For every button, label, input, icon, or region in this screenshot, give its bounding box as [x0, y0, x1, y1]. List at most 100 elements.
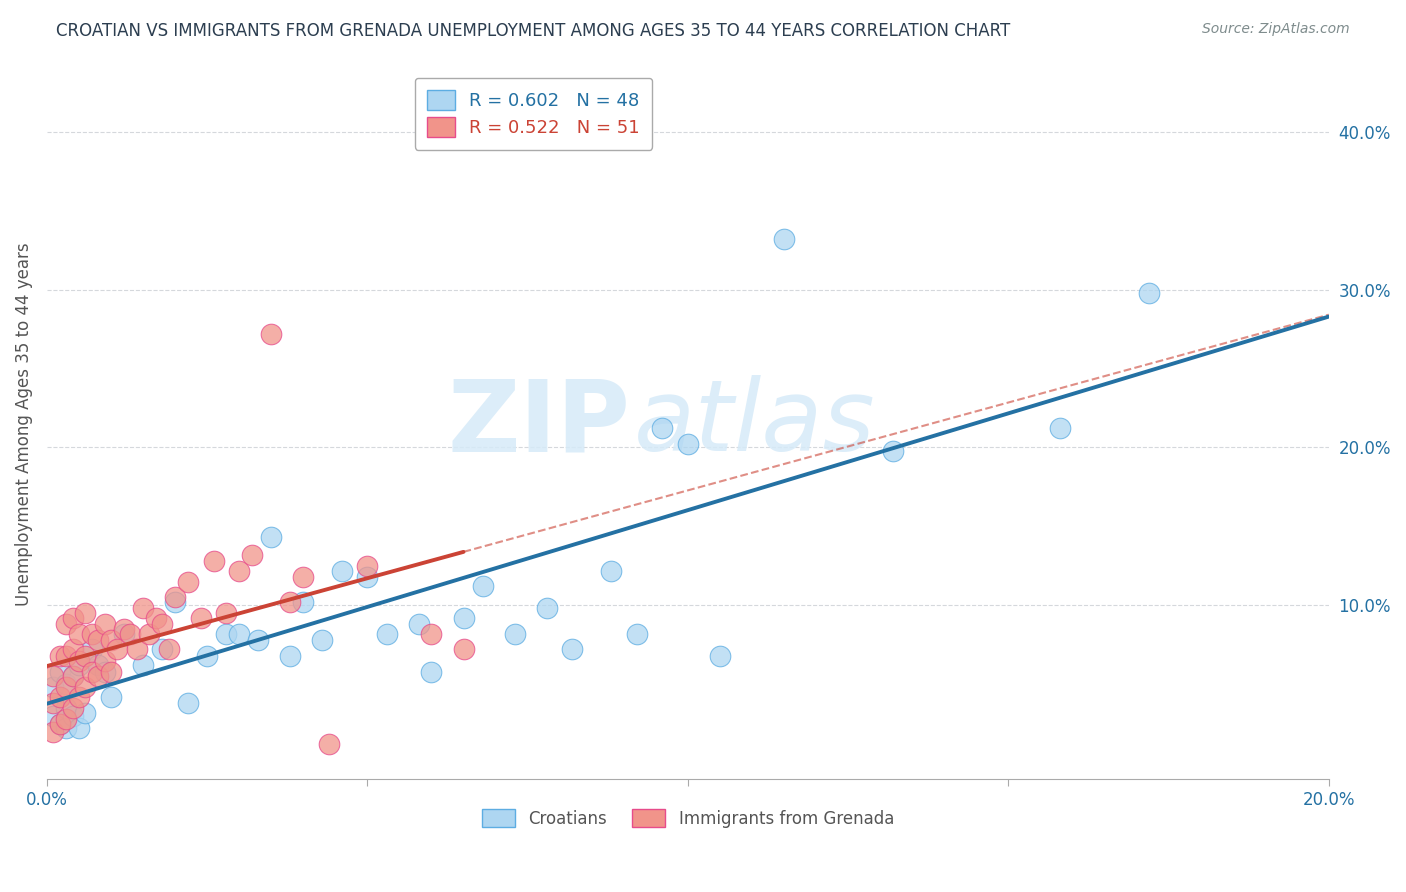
Point	[773, 232, 796, 246]
Point	[80, 665, 103, 679]
Point	[195, 648, 218, 663]
Point	[62, 642, 84, 657]
Point	[157, 642, 180, 657]
Point	[75, 681, 97, 695]
Point	[150, 617, 173, 632]
Point	[292, 595, 315, 609]
Point	[240, 548, 263, 562]
Point	[503, 626, 526, 640]
Point	[676, 437, 699, 451]
Point	[247, 632, 270, 647]
Point	[67, 690, 90, 704]
Point	[471, 579, 494, 593]
Text: Source: ZipAtlas.com: Source: ZipAtlas.com	[1202, 22, 1350, 37]
Point	[87, 658, 110, 673]
Point	[420, 626, 443, 640]
Point	[356, 570, 378, 584]
Point	[48, 716, 70, 731]
Point	[165, 591, 187, 605]
Legend: Croatians, Immigrants from Grenada: Croatians, Immigrants from Grenada	[475, 803, 901, 835]
Point	[280, 595, 302, 609]
Point	[356, 558, 378, 573]
Point	[62, 669, 84, 683]
Y-axis label: Unemployment Among Ages 35 to 44 years: Unemployment Among Ages 35 to 44 years	[15, 242, 32, 606]
Point	[280, 648, 302, 663]
Point	[93, 665, 115, 679]
Point	[75, 648, 97, 663]
Point	[228, 626, 250, 640]
Point	[55, 722, 77, 736]
Point	[42, 681, 65, 695]
Point	[408, 617, 430, 632]
Point	[561, 642, 583, 657]
Point	[318, 737, 340, 751]
Point	[202, 554, 225, 568]
Point	[87, 669, 110, 683]
Point	[55, 681, 77, 695]
Point	[420, 665, 443, 679]
Point	[42, 724, 65, 739]
Point	[48, 690, 70, 704]
Point	[651, 421, 673, 435]
Point	[600, 564, 623, 578]
Point	[93, 653, 115, 667]
Point	[260, 530, 283, 544]
Point	[453, 642, 475, 657]
Point	[1049, 421, 1071, 435]
Point	[55, 677, 77, 691]
Point	[165, 595, 187, 609]
Text: CROATIAN VS IMMIGRANTS FROM GRENADA UNEMPLOYMENT AMONG AGES 35 TO 44 YEARS CORRE: CROATIAN VS IMMIGRANTS FROM GRENADA UNEM…	[56, 22, 1011, 40]
Point	[132, 658, 155, 673]
Point	[75, 706, 97, 720]
Point	[882, 443, 904, 458]
Point	[93, 617, 115, 632]
Point	[453, 611, 475, 625]
Point	[48, 665, 70, 679]
Point	[330, 564, 353, 578]
Point	[105, 642, 128, 657]
Point	[190, 611, 212, 625]
Point	[145, 611, 167, 625]
Point	[62, 611, 84, 625]
Point	[48, 716, 70, 731]
Point	[80, 626, 103, 640]
Point	[42, 696, 65, 710]
Point	[62, 669, 84, 683]
Point	[55, 712, 77, 726]
Point	[100, 632, 122, 647]
Point	[67, 653, 90, 667]
Point	[292, 570, 315, 584]
Point	[120, 626, 142, 640]
Point	[215, 606, 238, 620]
Point	[62, 701, 84, 715]
Point	[112, 622, 135, 636]
Text: atlas: atlas	[634, 376, 876, 472]
Point	[100, 690, 122, 704]
Point	[67, 626, 90, 640]
Point	[48, 648, 70, 663]
Point	[1137, 285, 1160, 300]
Point	[112, 626, 135, 640]
Point	[260, 326, 283, 341]
Point	[75, 606, 97, 620]
Point	[132, 601, 155, 615]
Point	[375, 626, 398, 640]
Point	[626, 626, 648, 640]
Point	[55, 701, 77, 715]
Point	[62, 708, 84, 723]
Point	[228, 564, 250, 578]
Point	[125, 642, 148, 657]
Point	[138, 626, 160, 640]
Text: ZIP: ZIP	[447, 376, 630, 472]
Point	[709, 648, 731, 663]
Point	[150, 642, 173, 657]
Point	[67, 658, 90, 673]
Point	[177, 696, 200, 710]
Point	[42, 669, 65, 683]
Point	[536, 601, 558, 615]
Point	[215, 626, 238, 640]
Point	[42, 708, 65, 723]
Point	[100, 665, 122, 679]
Point	[311, 632, 333, 647]
Point	[67, 722, 90, 736]
